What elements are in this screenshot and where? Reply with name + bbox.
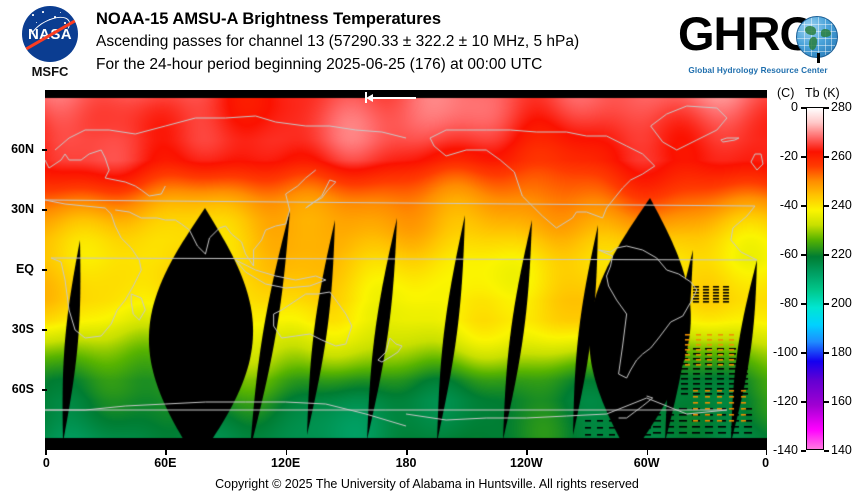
latitude-tick — [42, 269, 47, 271]
latitude-tick — [42, 149, 47, 151]
colorbar[interactable] — [806, 107, 824, 450]
colorbar-label-kelvin: 220 — [831, 247, 852, 261]
longitude-label: 120W — [510, 456, 543, 470]
brightness-temperature-map[interactable] — [45, 90, 767, 450]
colorbar-label-celsius: -80 — [779, 296, 798, 310]
colorbar-label-kelvin: 240 — [831, 198, 852, 212]
map-raster — [45, 90, 767, 450]
colorbar-label-celsius: -140 — [772, 443, 798, 457]
colorbar-tick-kelvin — [824, 156, 829, 158]
colorbar-tick-celsius — [801, 450, 806, 452]
colorbar-unit-kelvin: Tb (K) — [805, 86, 840, 100]
colorbar-label-kelvin: 260 — [831, 149, 852, 163]
ghrc-caption: Global Hydrology Resource Center — [688, 66, 828, 75]
colorbar-tick-kelvin — [824, 303, 829, 305]
colorbar-label-celsius: -120 — [772, 394, 798, 408]
longitude-label: 60W — [633, 456, 660, 470]
colorbar-tick-celsius — [801, 107, 806, 109]
longitude-tick — [646, 450, 649, 455]
colorbar-tick-celsius — [801, 401, 806, 403]
colorbar-unit-celsius: (C) — [777, 86, 795, 100]
colorbar-tick-celsius — [801, 205, 806, 207]
colorbar-tick-kelvin — [824, 205, 829, 207]
colorbar-label-kelvin: 160 — [831, 394, 852, 408]
colorbar-tick-celsius — [801, 254, 806, 256]
longitude-label: 60E — [154, 456, 177, 470]
longitude-tick — [765, 450, 767, 455]
longitude-tick — [406, 450, 408, 455]
colorbar-tick-kelvin — [824, 401, 829, 403]
colorbar-label-celsius: -20 — [779, 149, 798, 163]
colorbar-tick-celsius — [801, 303, 806, 305]
longitude-label: 0 — [42, 456, 50, 470]
orbit-start-arrow-icon — [360, 92, 420, 104]
colorbar-label-celsius: -40 — [779, 198, 798, 212]
colorbar-tick-kelvin — [824, 450, 829, 452]
longitude-tick — [165, 450, 167, 455]
copyright-notice: Copyright © 2025 The University of Alaba… — [215, 477, 639, 491]
globe-stand-icon — [817, 53, 820, 63]
latitude-label: 60N — [11, 142, 34, 156]
latitude-tick — [42, 209, 47, 211]
latitude-tick — [42, 389, 47, 391]
longitude-tick — [45, 450, 47, 455]
latitude-label: 30N — [11, 202, 34, 216]
longitude-tick — [526, 450, 528, 455]
latitude-tick — [42, 329, 47, 331]
subtitle-period: For the 24-hour period beginning 2025-06… — [96, 56, 543, 73]
globe-icon — [796, 16, 838, 58]
colorbar-gradient — [806, 107, 824, 450]
colorbar-label-kelvin: 280 — [831, 100, 852, 114]
ghrc-wordmark: GHRC — [678, 7, 813, 60]
colorbar-label-kelvin: 200 — [831, 296, 852, 310]
longitude-axis: 0 60E 120E 180 120W 60W 0 — [42, 450, 770, 474]
colorbar-label-celsius: -100 — [772, 345, 798, 359]
nasa-stars — [22, 6, 78, 62]
longitude-label: 120E — [271, 456, 301, 470]
nasa-center-label: MSFC — [31, 64, 69, 79]
latitude-label: 30S — [11, 322, 34, 336]
colorbar-label-kelvin: 140 — [831, 443, 852, 457]
latitude-label: 60S — [11, 382, 34, 396]
colorbar-tick-kelvin — [824, 107, 829, 109]
colorbar-tick-kelvin — [824, 352, 829, 354]
colorbar-tick-celsius — [801, 352, 806, 354]
colorbar-label-celsius: -60 — [779, 247, 798, 261]
latitude-label: EQ — [15, 262, 34, 276]
nasa-meatball-icon: NASA — [22, 6, 78, 62]
colorbar-label-celsius: 0 — [791, 100, 798, 114]
subtitle-channel: Ascending passes for channel 13 (57290.3… — [96, 33, 580, 50]
ghrc-logo: GHRC Global Hydrology Resource Center — [678, 6, 838, 82]
latitude-axis: 60N 30N EQ 30S 60S — [0, 90, 47, 450]
page-title: NOAA-15 AMSU-A Brightness Temperatures — [96, 10, 442, 28]
longitude-label: 0 — [762, 456, 770, 470]
longitude-tick — [285, 450, 288, 455]
colorbar-tick-kelvin — [824, 254, 829, 256]
longitude-label: 180 — [395, 456, 417, 470]
title-block: NOAA-15 AMSU-A Brightness Temperatures A… — [96, 8, 579, 76]
header: NASA MSFC NOAA-15 AMSU-A Brightness Temp… — [0, 0, 854, 88]
colorbar-tick-celsius — [801, 156, 806, 158]
nasa-logo: NASA MSFC — [10, 4, 86, 84]
colorbar-label-kelvin: 180 — [831, 345, 852, 359]
